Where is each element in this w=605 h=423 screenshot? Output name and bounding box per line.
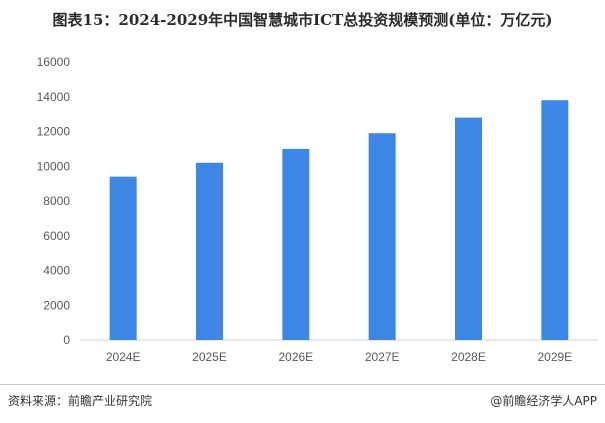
bar-2028E xyxy=(455,117,482,340)
source-note: 资料来源：前瞻产业研究院 xyxy=(8,394,153,408)
bar-2027E xyxy=(368,133,396,340)
y-tick-label: 0 xyxy=(63,333,70,347)
y-tick-label: 10000 xyxy=(37,159,71,173)
x-tick-label: 2025E xyxy=(192,350,227,364)
bar-2029E xyxy=(541,100,569,340)
y-tick-label: 8000 xyxy=(43,194,70,208)
credit-note: @前瞻经济学人APP xyxy=(490,394,597,408)
y-tick-label: 14000 xyxy=(37,90,71,104)
bar-2026E xyxy=(282,148,310,340)
x-tick-label: 2027E xyxy=(365,350,400,364)
x-tick-label: 2029E xyxy=(537,350,572,364)
y-tick-label: 12000 xyxy=(37,125,71,139)
y-axis-ticks: 0 2000 4000 6000 8000 10000 12000 14000 16000 xyxy=(37,55,71,347)
bars xyxy=(109,100,569,340)
x-tick-label: 2026E xyxy=(278,350,313,364)
chart-title: 图表15：2024-2029年中国智慧城市ICT总投资规模预测(单位：万亿元) xyxy=(52,11,553,29)
y-tick-label: 6000 xyxy=(43,229,70,243)
x-tick-label: 2028E xyxy=(451,350,486,364)
y-tick-label: 16000 xyxy=(37,55,71,69)
bar-2024E xyxy=(109,176,137,340)
bar-2025E xyxy=(196,162,223,340)
x-tick-label: 2024E xyxy=(106,350,141,364)
y-tick-label: 4000 xyxy=(43,264,70,278)
y-tick-label: 2000 xyxy=(43,298,70,312)
x-axis-ticks: 2024E 2025E 2026E 2027E 2028E 2029E xyxy=(106,350,572,364)
footer: 资料来源：前瞻产业研究院 @前瞻经济学人APP xyxy=(0,384,605,423)
